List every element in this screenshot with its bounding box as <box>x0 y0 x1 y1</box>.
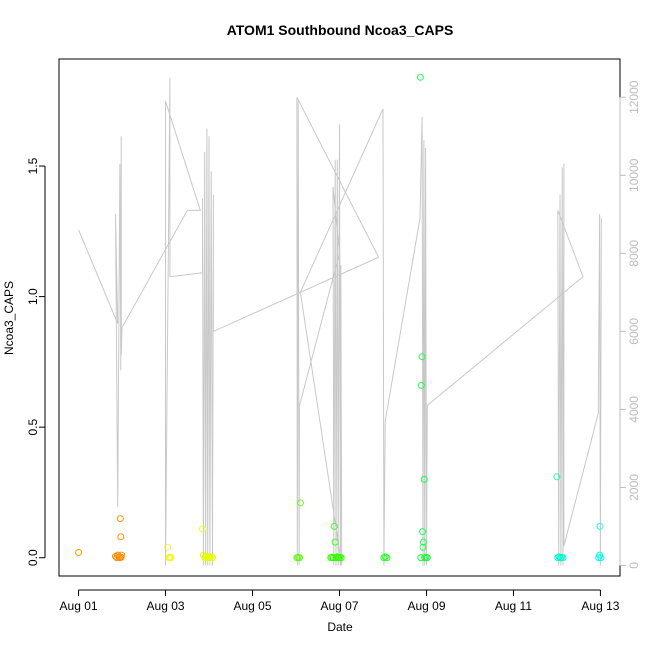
x-tick-label: Aug 03 <box>147 599 185 613</box>
y-tick-label: 1.5 <box>26 157 40 174</box>
y-axis: 0.0 0.5 1.0 1.5 <box>26 157 46 566</box>
data-point <box>420 475 428 483</box>
y-axis-label: Ncoa3_CAPS <box>2 281 16 355</box>
data-point <box>559 554 567 562</box>
depth-line <box>78 77 602 566</box>
y2-tick-label: 0 <box>627 562 641 569</box>
data-point <box>423 554 431 562</box>
x-tick-label: Aug 13 <box>581 599 619 613</box>
data-point <box>419 528 427 536</box>
y-tick-label: 1.0 <box>26 288 40 305</box>
data-point <box>419 543 427 551</box>
data-point <box>75 549 83 556</box>
depth-series <box>78 77 602 566</box>
x-axis-label: Date <box>327 620 353 634</box>
data-point <box>296 554 303 562</box>
x-tick-label: Aug 11 <box>495 599 532 613</box>
x-tick-label: Aug 05 <box>233 599 271 613</box>
data-point <box>164 543 172 551</box>
x-tick-label: Aug 09 <box>407 599 445 613</box>
data-point <box>118 551 126 559</box>
data-point <box>199 525 206 533</box>
secondary-y-axis: 0 2000 4000 6000 8000 10000 12000 <box>619 80 641 569</box>
x-tick-label: Aug 01 <box>60 599 98 613</box>
data-point <box>116 515 124 523</box>
data-point <box>332 554 340 562</box>
y2-tick-label: 8000 <box>627 240 641 267</box>
y2-tick-label: 10000 <box>627 158 641 192</box>
data-point <box>380 554 388 562</box>
data-point <box>329 554 337 562</box>
data-point <box>203 554 211 562</box>
data-point <box>596 522 604 530</box>
data-point <box>333 553 341 561</box>
chart-title: ATOM1 Southbound Ncoa3_CAPS <box>227 22 454 38</box>
data-point <box>554 554 562 562</box>
data-point <box>597 554 605 562</box>
x-tick-label: Aug 07 <box>320 599 358 613</box>
y-tick-label: 0.5 <box>26 419 40 436</box>
y2-tick-label: 12000 <box>627 80 641 114</box>
data-point <box>206 554 214 562</box>
data-point <box>416 73 424 81</box>
points-series <box>75 73 605 562</box>
data-point <box>418 353 426 361</box>
data-point <box>553 473 561 481</box>
data-point <box>337 554 345 562</box>
data-point <box>201 554 209 562</box>
y-tick-label: 0.0 <box>26 549 40 566</box>
y2-tick-label: 4000 <box>627 396 641 423</box>
data-point <box>417 381 425 389</box>
data-point <box>205 553 213 561</box>
data-point <box>555 553 563 561</box>
y2-tick-label: 6000 <box>627 318 641 345</box>
data-point <box>207 553 215 561</box>
data-point <box>330 522 338 530</box>
data-point <box>209 554 216 562</box>
x-axis: Aug 01 Aug 03 Aug 05 Aug 07 Aug 09 Aug 11 Aug … <box>60 589 620 613</box>
data-point <box>202 552 210 560</box>
data-point <box>296 499 304 507</box>
data-point <box>167 554 175 562</box>
data-point <box>383 554 391 562</box>
data-point <box>419 538 427 546</box>
y2-tick-label: 2000 <box>627 474 641 501</box>
data-point <box>331 538 339 546</box>
data-point <box>117 533 125 541</box>
